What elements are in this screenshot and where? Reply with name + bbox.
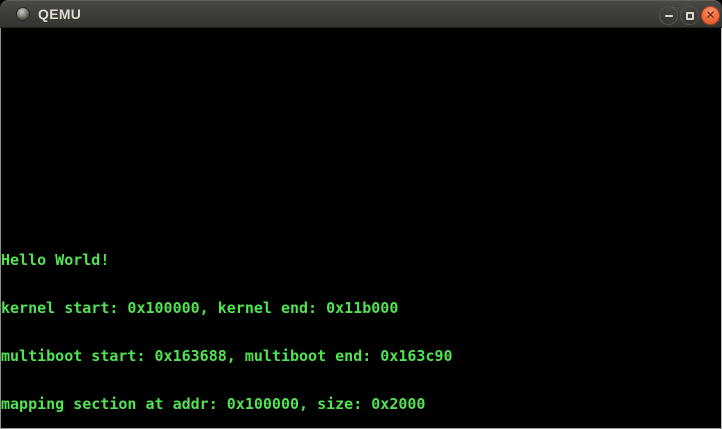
- maximize-button[interactable]: [680, 6, 699, 25]
- window-title: QEMU: [38, 6, 82, 22]
- console-line: kernel start: 0x100000, kernel end: 0x11…: [1, 299, 399, 317]
- minimize-button[interactable]: [659, 6, 678, 25]
- maximize-icon: [685, 11, 694, 20]
- console-line: mapping section at addr: 0x100000, size:…: [1, 395, 426, 413]
- window-controls: ✕: [659, 6, 720, 25]
- close-button[interactable]: ✕: [701, 6, 720, 25]
- console-line: multiboot start: 0x163688, multiboot end…: [1, 347, 453, 365]
- titlebar[interactable]: QEMU ✕: [0, 0, 722, 28]
- console-line: Hello World!: [1, 251, 110, 269]
- close-icon: ✕: [705, 8, 716, 22]
- terminal-screen[interactable]: Hello World! kernel start: 0x100000, ker…: [0, 28, 722, 429]
- console-output: Hello World! kernel start: 0x100000, ker…: [1, 220, 453, 429]
- window-icon: [17, 8, 29, 20]
- minimize-icon: [664, 14, 673, 17]
